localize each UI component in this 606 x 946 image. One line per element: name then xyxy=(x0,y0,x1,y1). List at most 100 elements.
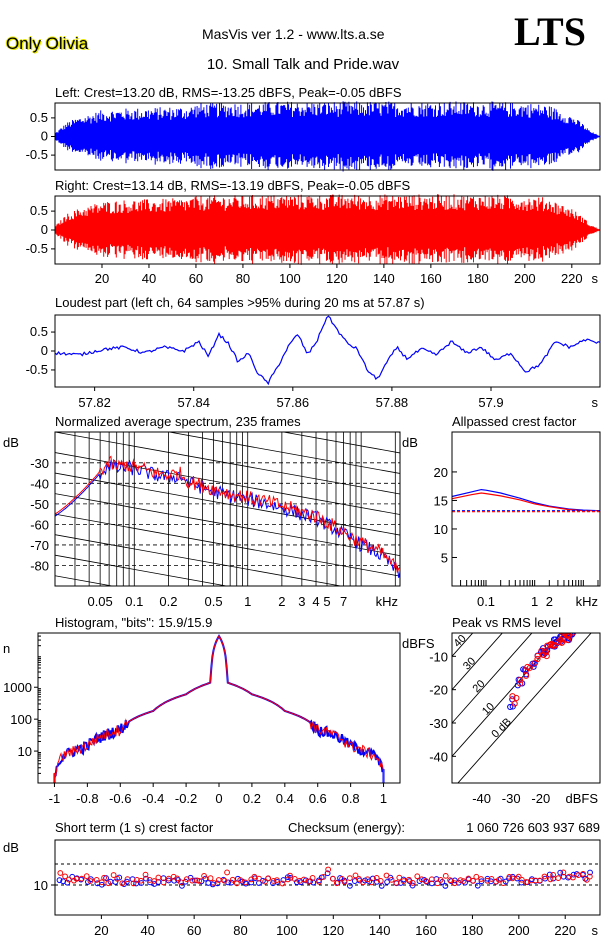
scatter-point xyxy=(178,879,184,886)
spectrum-chart: Normalized average spectrum, 235 frames d… xyxy=(3,414,401,609)
scatter-point xyxy=(142,871,149,878)
scatter-point xyxy=(251,873,258,880)
crest-diagonal xyxy=(452,633,563,758)
x-tick-label: 100 xyxy=(279,271,301,286)
diagonal-label: 40 xyxy=(452,633,469,650)
scatter-point xyxy=(124,876,131,883)
scatter-point xyxy=(388,876,395,883)
spectrum-series xyxy=(55,459,400,578)
scatter-point xyxy=(98,881,105,888)
slope-line xyxy=(55,534,343,586)
x-tick-label: 20 xyxy=(95,271,109,286)
scatter-point xyxy=(62,873,68,880)
scatter-point xyxy=(165,875,172,882)
spectrum-series xyxy=(55,455,400,573)
x-tick-label: 3 xyxy=(298,594,305,609)
scatter-point xyxy=(492,878,499,885)
scatter-point xyxy=(174,875,181,882)
x-tick-label: 60 xyxy=(189,271,203,286)
x-tick-label: 60 xyxy=(187,923,201,938)
grid xyxy=(55,432,400,586)
scatter-point xyxy=(547,641,554,648)
allpassed-crest-chart: Allpassed crest factor dB 5 10 15 20 0.1 1 2 kHz xyxy=(402,414,601,609)
scatter-point xyxy=(237,877,244,883)
y-tick-label: -0.5 xyxy=(26,362,48,377)
x-tick-label: -20 xyxy=(531,791,550,806)
scatter-point xyxy=(496,876,502,883)
x-axis-label: dBFS xyxy=(565,791,598,806)
scatter-point xyxy=(57,870,64,876)
y-tick-label: 5 xyxy=(441,550,448,565)
scatter-point xyxy=(560,869,567,876)
scatter-point xyxy=(561,633,568,636)
scatter-point xyxy=(221,877,228,884)
scatter-point xyxy=(517,680,524,687)
x-tick-label: 0.6 xyxy=(309,791,327,806)
right-waveform-chart: Right: Crest=13.14 dB, RMS=-13.19 dBFS, … xyxy=(26,178,601,286)
plot-frame xyxy=(37,632,401,784)
slope-line xyxy=(55,472,400,536)
x-tick-label: 0.2 xyxy=(159,594,177,609)
scatter-point xyxy=(583,876,590,883)
scatter-point xyxy=(183,876,190,883)
scatter-point xyxy=(534,655,541,663)
scatter-point xyxy=(56,877,63,884)
scatter-point xyxy=(316,878,322,885)
scatter-point xyxy=(405,876,412,883)
scatter-point xyxy=(509,875,516,882)
x-tick-label: 4 xyxy=(312,594,319,609)
slope-line xyxy=(55,452,400,515)
x-tick-label: 180 xyxy=(467,271,489,286)
scatter-point xyxy=(488,876,495,882)
chart-title: Peak vs RMS level xyxy=(452,615,561,630)
y-tick-label: -80 xyxy=(30,558,49,573)
x-tick-label: -0.4 xyxy=(142,791,164,806)
chart-title: Loudest part (left ch, 64 samples >95% d… xyxy=(55,295,425,310)
x-tick-label: 2 xyxy=(278,594,285,609)
scatter-point xyxy=(516,676,524,684)
x-tick-label: -30 xyxy=(502,791,521,806)
scatter-point xyxy=(515,873,522,880)
scatter-point xyxy=(566,873,573,880)
scatter-point xyxy=(155,874,162,881)
scatter-point xyxy=(210,880,217,886)
y-axis-label: dBFS xyxy=(402,636,435,651)
scatter-point xyxy=(582,875,589,882)
left-waveform-chart: Left: Crest=13.20 dB, RMS=-13.25 dBFS, P… xyxy=(26,85,601,172)
plot-frame xyxy=(451,632,601,784)
crest-series xyxy=(451,492,600,512)
y-tick-label: -0.5 xyxy=(26,147,48,162)
y-tick-label: 0.5 xyxy=(30,203,48,218)
scatter-point xyxy=(324,870,331,877)
slope-line xyxy=(55,513,400,577)
scatter-point xyxy=(87,878,94,884)
scatter-point xyxy=(587,869,593,876)
scatter-point xyxy=(242,879,249,886)
scatter-point xyxy=(522,667,530,674)
y-tick-label: -0.5 xyxy=(26,241,48,256)
x-tick-label: 200 xyxy=(514,271,536,286)
scatter-point xyxy=(98,879,105,886)
scatter-point xyxy=(151,878,158,884)
histogram-series xyxy=(53,634,385,783)
scatter-point xyxy=(233,880,240,887)
scatter-point xyxy=(346,875,353,881)
y-tick-label: 100 xyxy=(10,712,32,727)
scatter-point xyxy=(550,642,557,649)
x-tick-label: 0.8 xyxy=(342,791,360,806)
x-unit-label: s xyxy=(592,923,599,938)
scatter-point xyxy=(207,875,214,882)
scatter-point xyxy=(364,876,371,883)
scatter-point xyxy=(465,875,472,882)
scatter-point xyxy=(409,882,416,889)
x-tick-label: 140 xyxy=(369,923,391,938)
scatter-point xyxy=(536,877,543,884)
y-tick-label: 15 xyxy=(434,493,448,508)
x-tick-label: -0.8 xyxy=(76,791,98,806)
x-tick-label: 0.05 xyxy=(87,594,112,609)
scatter-point xyxy=(442,883,449,889)
y-tick-label: 0 xyxy=(41,343,48,358)
chart-title: Left: Crest=13.20 dB, RMS=-13.25 dBFS, P… xyxy=(55,85,402,100)
scatter-point xyxy=(570,633,573,634)
